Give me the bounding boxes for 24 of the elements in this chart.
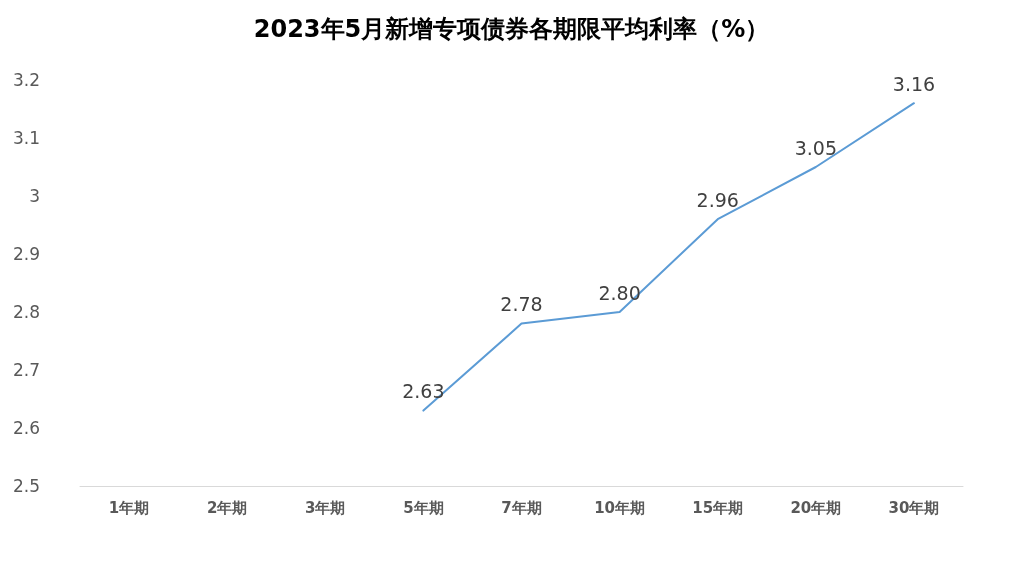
data-label: 3.05 [794,136,837,159]
y-tick-label: 3.2 [12,70,40,90]
y-tick-label: 2.9 [12,244,40,264]
data-label: 3.16 [892,72,936,95]
y-tick-label: 2.7 [12,360,40,380]
x-tick-label: 2年期 [206,498,248,517]
x-tick-label: 10年期 [594,498,646,517]
y-tick-label: 2.6 [12,418,40,438]
x-tick-label: 30年期 [888,498,940,517]
x-tick-label: 20年期 [790,498,842,517]
data-label: 2.78 [500,293,543,316]
data-label: 2.63 [402,380,445,403]
x-tick-label: 1年期 [108,498,150,517]
y-tick-label: 2.5 [12,476,40,496]
x-tick-label: 3年期 [305,498,346,517]
x-tick-label: 15年期 [692,498,744,517]
y-tick-label: 3 [29,186,40,206]
data-label: 2.96 [696,188,739,211]
data-label: 2.80 [598,281,641,304]
y-tick-label: 3.1 [12,128,40,148]
chart-title: 2023年5月新增专项债券各期限平均利率（%） [253,15,770,43]
y-tick-label: 2.8 [12,302,40,322]
x-tick-label: 7年期 [501,498,542,517]
x-tick-label: 5年期 [403,498,444,517]
